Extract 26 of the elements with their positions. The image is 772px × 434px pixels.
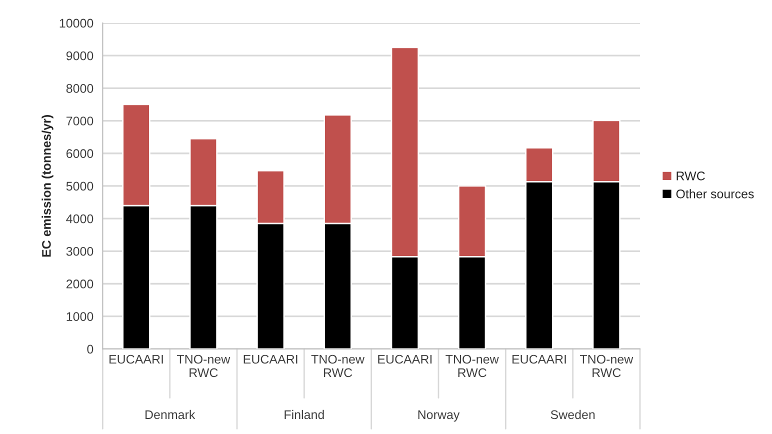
x-tick-label: TNO-new RWC <box>176 354 230 378</box>
y-tick-label: 2000 <box>66 280 94 288</box>
x-tick-label: TNO-new RWC <box>311 354 365 378</box>
x-tick-label: EUCAARI <box>110 354 163 364</box>
y-tick-label: 4000 <box>66 214 94 224</box>
x-tick-label: EUCAARI <box>378 354 432 364</box>
x-tick-label: TNO-new RWC <box>446 354 499 378</box>
y-tick-label: 3000 <box>66 246 94 256</box>
legend-label: RWC <box>676 172 705 180</box>
y-axis-title: EC emission (tonnes/yr) <box>42 115 54 257</box>
text: Finland <box>284 410 324 420</box>
y-tick-label: 1000 <box>66 312 94 321</box>
y-tick-label: 6000 <box>66 149 94 158</box>
y-tick-label: 5000 <box>66 182 94 191</box>
y-tick-label: 10000 <box>60 18 94 28</box>
y-tick-label: 8000 <box>66 84 94 93</box>
x-tick-label: EUCAARI <box>512 354 566 364</box>
text: Denmark <box>146 410 196 420</box>
x-tick-label: EUCAARI <box>244 354 298 364</box>
legend-label: Other sources <box>676 189 754 198</box>
y-tick-label: 7000 <box>66 116 94 126</box>
y-tick-label: 9000 <box>66 51 94 60</box>
y-tick-label: 0 <box>87 344 94 354</box>
text: Sweden <box>550 410 595 420</box>
x-tick-label: TNO-new RWC <box>580 354 634 378</box>
text: Norway <box>418 410 460 422</box>
